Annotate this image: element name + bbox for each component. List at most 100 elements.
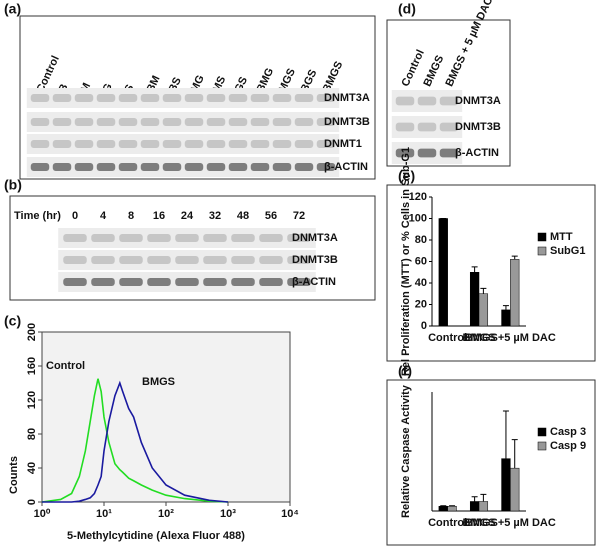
y-axis-label: Rel Proliferation (MTT) or % Cells in Su… (400, 147, 412, 376)
blot-band (184, 140, 204, 148)
x-tick-label: Control (428, 517, 467, 529)
blot-band (30, 94, 50, 102)
blot-strip (391, 116, 463, 138)
blot-band (96, 140, 116, 148)
blot-band (63, 256, 87, 264)
blot-band (118, 118, 138, 126)
blot-band (74, 94, 94, 102)
legend-swatch (537, 232, 547, 242)
blot-band (395, 148, 415, 158)
time-header: Time (hr) (14, 210, 61, 222)
blot-band (272, 118, 292, 126)
blot-band (74, 140, 94, 148)
blot-band (228, 94, 248, 102)
y-tick-label: 120 (26, 391, 38, 409)
y-tick-label: 0 (421, 320, 427, 332)
blot-strip (391, 90, 463, 112)
blot-band (30, 163, 50, 171)
blot-band (231, 278, 255, 286)
panel-label: (e) (398, 168, 415, 184)
blot-band (91, 234, 115, 242)
blot-band (203, 278, 227, 286)
error-bar (511, 255, 518, 260)
y-tick-label: 200 (26, 323, 38, 341)
blot-strip (58, 228, 316, 248)
blot-band (228, 163, 248, 171)
row-label: DNMT3A (324, 92, 370, 104)
blot-band (30, 140, 50, 148)
y-tick-label: 40 (26, 462, 38, 474)
blot-band (316, 163, 336, 171)
blot-band (287, 278, 311, 286)
blot-band (294, 118, 314, 126)
panel-d-frame (386, 19, 511, 167)
lane-label: 8 (128, 210, 134, 222)
blot-band (140, 163, 160, 171)
blot-band (228, 140, 248, 148)
blot-strip (58, 250, 316, 270)
series-label: Control (46, 360, 85, 372)
blot-band (417, 148, 437, 158)
x-tick-label: BMGS (463, 517, 496, 529)
blot-band (259, 278, 283, 286)
blot-band (52, 118, 72, 126)
y-tick-label: 80 (415, 234, 427, 246)
bar (501, 458, 511, 512)
panel-label: (b) (4, 177, 22, 193)
lane-label: 4 (100, 210, 107, 222)
lane-label: 48 (237, 210, 249, 222)
blot-band (316, 140, 336, 148)
blot-band (30, 118, 50, 126)
lane-label: 56 (265, 210, 277, 222)
x-tick-label: BMGS (463, 332, 496, 344)
blot-band (118, 163, 138, 171)
blot-band (175, 256, 199, 264)
blot-strip (26, 134, 340, 154)
blot-band (206, 163, 226, 171)
legend-swatch (537, 246, 547, 256)
bar (510, 259, 520, 327)
x-tick-label: BMGS+5 µM DAC (465, 332, 556, 344)
blot-band (91, 278, 115, 286)
error-bar (511, 439, 518, 469)
error-bar (471, 266, 478, 273)
bar (469, 501, 480, 512)
legend-label: Casp 3 (550, 426, 586, 438)
y-tick-label: 80 (26, 428, 38, 440)
bar (447, 505, 457, 512)
bar (478, 501, 489, 512)
panel-b-frame (9, 195, 376, 301)
panel-label: (a) (4, 1, 21, 17)
blot-band (206, 140, 226, 148)
x-tick-label: Control (428, 332, 467, 344)
row-label: DNMT3A (455, 95, 501, 107)
lane-label: 0 (72, 210, 78, 222)
row-label: DNMT3B (324, 116, 370, 128)
blot-band (63, 278, 87, 286)
blot-band (162, 118, 182, 126)
legend-label: SubG1 (550, 245, 585, 257)
blot-band (96, 118, 116, 126)
blot-band (162, 140, 182, 148)
lane-label: 32 (209, 210, 221, 222)
blot-band (272, 163, 292, 171)
x-tick-label: 10³ (220, 508, 236, 520)
legend-label: MTT (550, 231, 573, 243)
blot-band (395, 122, 415, 132)
blot-band (272, 94, 292, 102)
y-tick-label: 20 (415, 298, 427, 310)
blot-band (140, 118, 160, 126)
x-tick-label: 10¹ (96, 508, 112, 520)
blot-band (162, 163, 182, 171)
blot-band (206, 118, 226, 126)
y-tick-label: 100 (409, 212, 427, 224)
blot-band (250, 118, 270, 126)
blot-band (147, 234, 171, 242)
blot-band (119, 234, 143, 242)
plot-area (41, 331, 291, 503)
blot-band (63, 234, 87, 242)
blot-band (147, 256, 171, 264)
histogram-line (42, 380, 229, 503)
bar (501, 309, 511, 327)
